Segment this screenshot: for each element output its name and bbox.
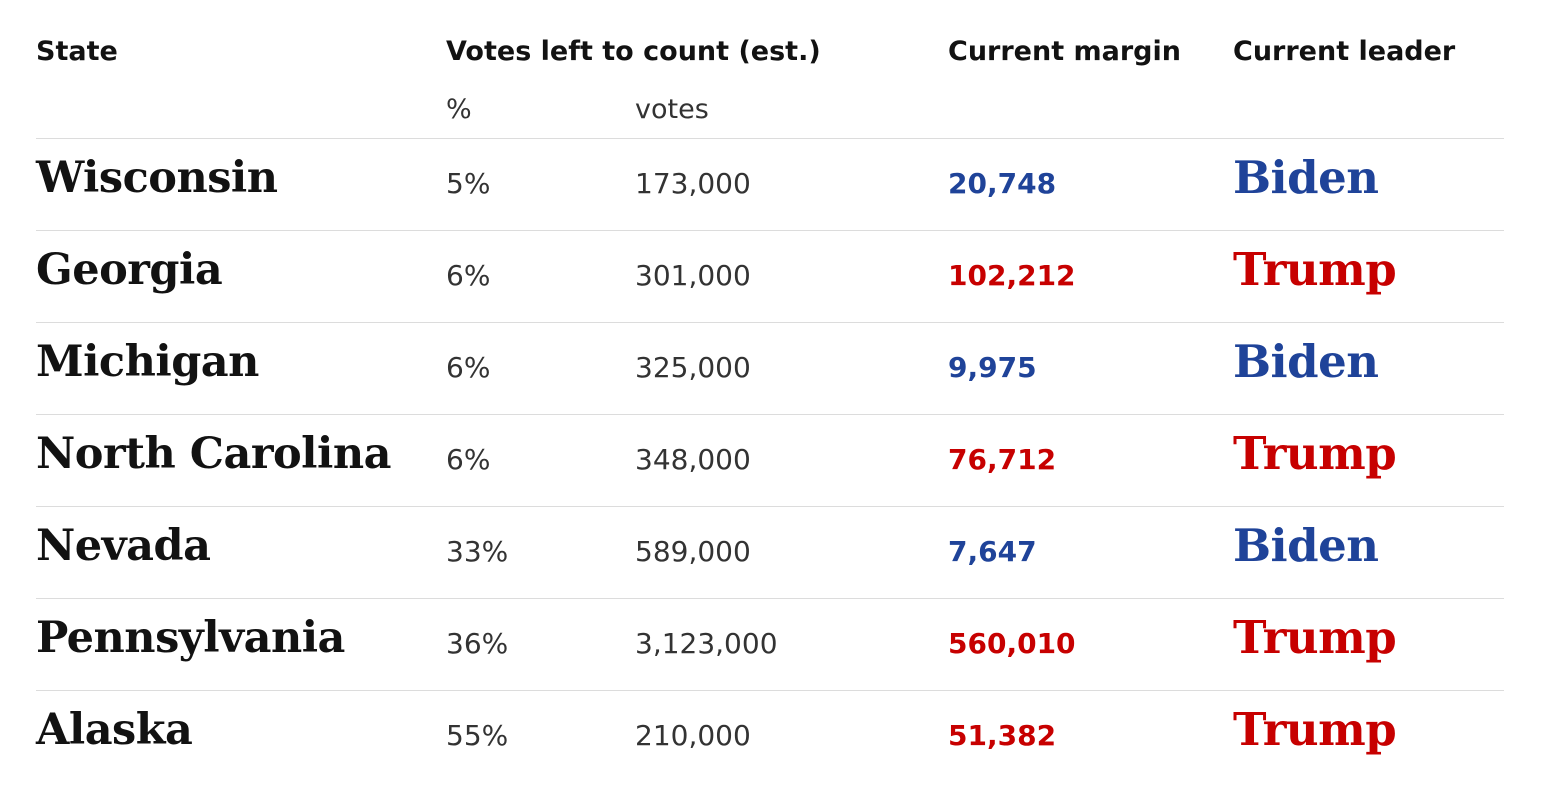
votes-left-percent: 6% [446,259,491,292]
votes-left-percent: 33% [446,535,509,568]
votes-left-percent: 36% [446,627,509,660]
current-leader: Biden [1233,519,1379,572]
state-name: Michigan [36,337,259,387]
votes-left-percent: 55% [446,719,509,752]
current-margin: 20,748 [948,167,1057,200]
votes-left-count: 3,123,000 [635,627,778,660]
current-margin: 51,382 [948,719,1057,752]
state-name: Alaska [36,705,193,755]
votes-left-count: 301,000 [635,259,751,292]
votes-left-percent: 5% [446,167,491,200]
state-name: Wisconsin [36,153,278,203]
table-row: North Carolina 6% 348,000 76,712 Trump [36,414,1504,506]
current-margin: 76,712 [948,443,1057,476]
subheader-percent: % [446,94,472,125]
current-leader: Trump [1233,427,1397,480]
votes-left-count: 173,000 [635,167,751,200]
header-votes-left: Votes left to count (est.) [446,36,821,67]
votes-left-count: 589,000 [635,535,751,568]
state-name: Pennsylvania [36,613,345,663]
table-row: Pennsylvania 36% 3,123,000 560,010 Trump [36,598,1504,690]
votes-left-percent: 6% [446,443,491,476]
current-margin: 102,212 [948,259,1076,292]
current-leader: Trump [1233,243,1397,296]
current-margin: 9,975 [948,351,1037,384]
current-margin: 7,647 [948,535,1037,568]
header-current-leader: Current leader [1233,36,1456,67]
subheader-votes: votes [635,94,709,125]
current-leader: Trump [1233,703,1397,756]
votes-left-count: 325,000 [635,351,751,384]
table-row: Georgia 6% 301,000 102,212 Trump [36,230,1504,322]
votes-left-percent: 6% [446,351,491,384]
current-leader: Biden [1233,335,1379,388]
state-name: North Carolina [36,429,391,479]
header-state: State [36,36,118,67]
votes-left-count: 348,000 [635,443,751,476]
current-margin: 560,010 [948,627,1076,660]
current-leader: Trump [1233,611,1397,664]
votes-left-count: 210,000 [635,719,751,752]
state-name: Nevada [36,521,211,571]
current-leader: Biden [1233,151,1379,204]
table-body: Wisconsin 5% 173,000 20,748 Biden Georgia 6% 30… [36,138,1504,782]
table-row: Michigan 6% 325,000 9,975 Biden [36,322,1504,414]
table-row: Wisconsin 5% 173,000 20,748 Biden [36,138,1504,230]
table-row: Nevada 33% 589,000 7,647 Biden [36,506,1504,598]
header-current-margin: Current margin [948,36,1181,67]
state-name: Georgia [36,245,223,295]
table-row: Alaska 55% 210,000 51,382 Trump [36,690,1504,782]
